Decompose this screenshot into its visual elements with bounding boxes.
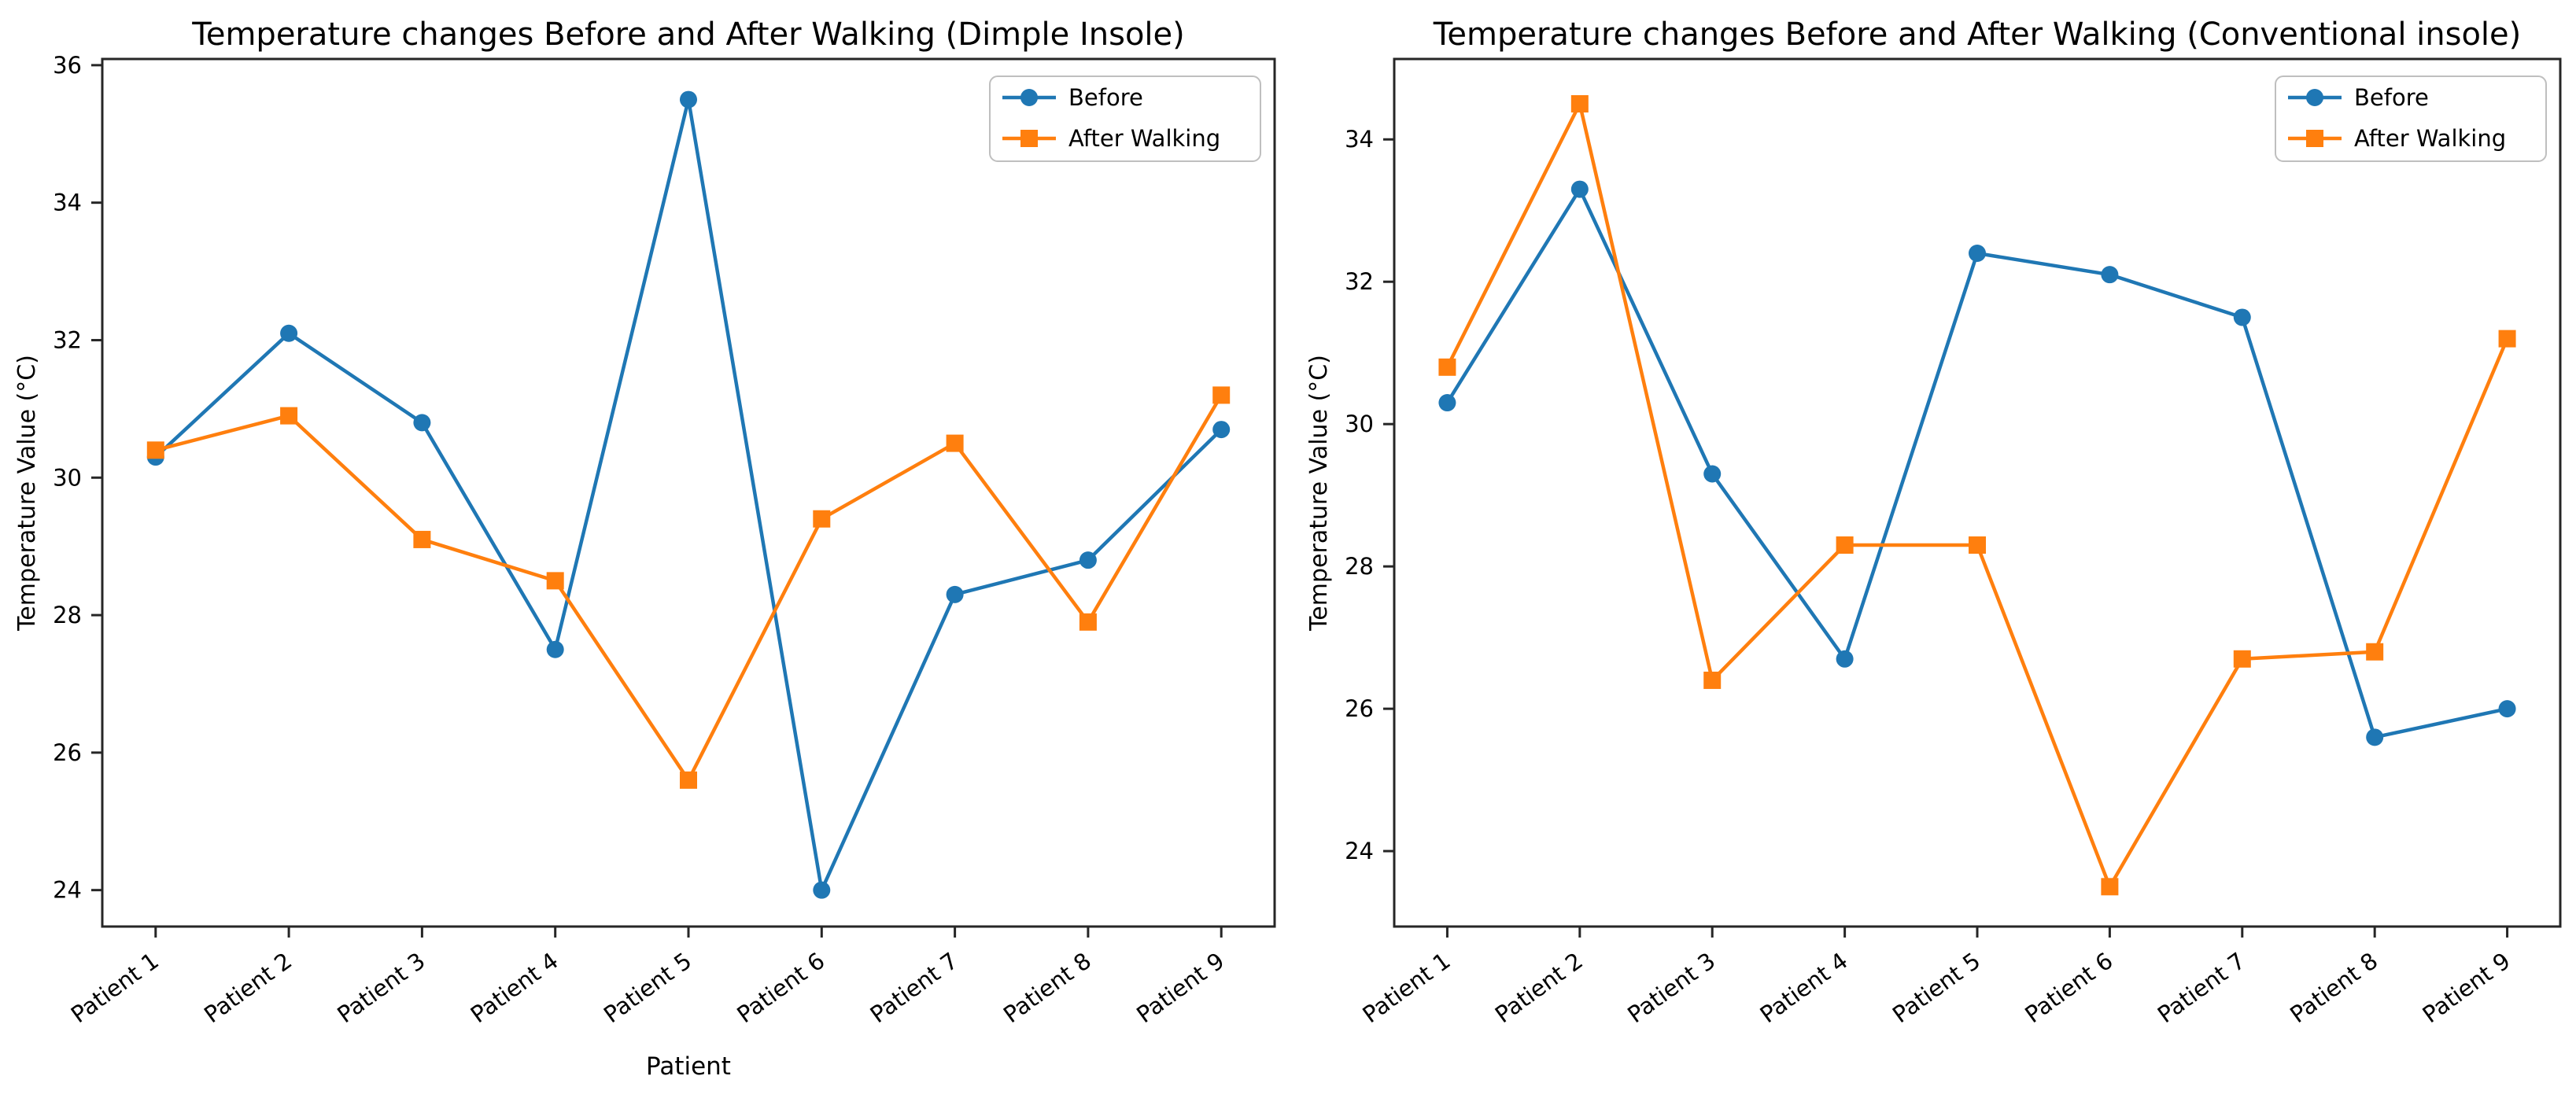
y-tick-label: 32 — [1345, 268, 1374, 295]
data-point-square — [2233, 650, 2251, 668]
data-point-square — [813, 510, 831, 528]
data-point-circle — [2498, 700, 2516, 718]
chart-title-dimple: Temperature changes Before and After Wal… — [192, 17, 1185, 53]
x-tick-label: Patient 2 — [1490, 947, 1588, 1028]
data-point-circle — [1438, 394, 1456, 412]
data-point-circle — [2233, 308, 2251, 326]
legend-marker-square — [1020, 130, 1038, 147]
y-tick-label: 34 — [1345, 126, 1374, 153]
x-tick-label: Patient 7 — [865, 947, 963, 1028]
y-tick-label: 30 — [1345, 411, 1374, 437]
data-point-circle — [2366, 728, 2384, 746]
x-tick-label: Patient 7 — [2153, 947, 2250, 1028]
legend-marker-circle — [2306, 89, 2323, 106]
legend-marker-circle — [1020, 89, 1038, 106]
plot-frame — [1393, 57, 2562, 928]
legend-label: Before — [2354, 84, 2429, 111]
x-tick-label: Patient 9 — [1131, 947, 1229, 1028]
y-tick-label: 36 — [53, 52, 82, 79]
y-axis-label: Temperature Value (°C) — [13, 355, 41, 632]
data-point-square — [1212, 386, 1231, 404]
y-tick-label: 26 — [1345, 695, 1374, 722]
data-point-square — [1969, 536, 1986, 555]
x-tick-label: Patient 4 — [466, 947, 563, 1028]
y-tick-label: 30 — [53, 464, 82, 491]
data-point-square — [946, 434, 964, 452]
x-tick-label: Patient 1 — [66, 947, 164, 1028]
x-tick-label: Patient 2 — [199, 947, 297, 1028]
series-line-before — [1445, 187, 2509, 739]
data-point-square — [2366, 643, 2384, 661]
x-tick-label: Patient 5 — [599, 947, 696, 1028]
y-tick-label: 28 — [53, 602, 82, 628]
x-tick-label: Patient 8 — [998, 947, 1096, 1028]
data-point-square — [1438, 358, 1456, 376]
chart-panel-0: 24 26 28 30 32 34 36 Patient 1 Patient 2 Patient … — [13, 52, 1276, 1028]
chart-panel-1: 24 26 28 30 32 34 Patient 1 Patient 2 Patient 3 P… — [1305, 57, 2562, 1028]
legend-box — [2275, 76, 2547, 162]
data-point-square — [546, 572, 564, 590]
x-tick-label: Patient 3 — [332, 947, 430, 1028]
data-point-square — [2498, 330, 2516, 348]
data-point-circle — [1570, 180, 1589, 198]
data-point-square — [680, 771, 697, 789]
data-point-square — [1703, 671, 1722, 689]
data-point-circle — [1969, 245, 1986, 263]
y-tick-label: 32 — [53, 326, 82, 353]
y-tick-label: 24 — [53, 877, 82, 904]
x-tick-label: Patient 3 — [1622, 947, 1720, 1028]
data-point-square — [280, 407, 298, 425]
legend-label: Before — [1068, 84, 1143, 111]
data-point-circle — [280, 324, 298, 342]
x-tick-label: Patient 8 — [2285, 947, 2382, 1028]
data-point-square — [1079, 613, 1097, 631]
x-tick-label: Patient 6 — [2020, 947, 2117, 1028]
data-point-circle — [2101, 266, 2119, 284]
data-point-square — [1836, 536, 1854, 555]
y-tick-label: 34 — [53, 190, 82, 216]
data-point-square — [2101, 878, 2119, 896]
series-line-after-walking — [153, 393, 1223, 783]
y-axis-label: Temperature Value (°C) — [1305, 355, 1333, 632]
data-point-circle — [813, 881, 831, 899]
x-axis-label-left: Patient — [646, 1052, 731, 1081]
x-tick-label: Patient 6 — [732, 947, 829, 1028]
data-point-square — [146, 441, 164, 459]
x-tick-label: Patient 9 — [2418, 947, 2515, 1028]
data-point-circle — [413, 414, 431, 432]
x-tick-label: Patient 4 — [1755, 947, 1853, 1028]
data-point-circle — [946, 585, 964, 603]
plot-frame — [101, 57, 1276, 928]
data-point-circle — [1836, 650, 1854, 668]
chart-title-conventional: Temperature changes Before and After Wal… — [1433, 17, 2522, 53]
legend-label: After Walking — [2354, 125, 2506, 152]
data-point-square — [1570, 95, 1589, 113]
y-tick-label: 24 — [1345, 838, 1374, 864]
x-tick-label: Patient 1 — [1357, 947, 1455, 1028]
legend-label: After Walking — [1068, 125, 1220, 152]
y-tick-label: 26 — [53, 739, 82, 766]
y-tick-label: 28 — [1345, 553, 1374, 580]
data-point-circle — [1212, 421, 1231, 439]
legend-box — [989, 76, 1261, 162]
data-point-circle — [1079, 551, 1097, 569]
data-point-circle — [546, 640, 564, 658]
data-point-circle — [1703, 465, 1722, 483]
series-line-after-walking — [1445, 101, 2509, 889]
legend-marker-square — [2306, 130, 2323, 147]
data-point-circle — [680, 90, 697, 109]
x-tick-label: Patient 5 — [1888, 947, 1985, 1028]
data-point-square — [413, 530, 431, 548]
